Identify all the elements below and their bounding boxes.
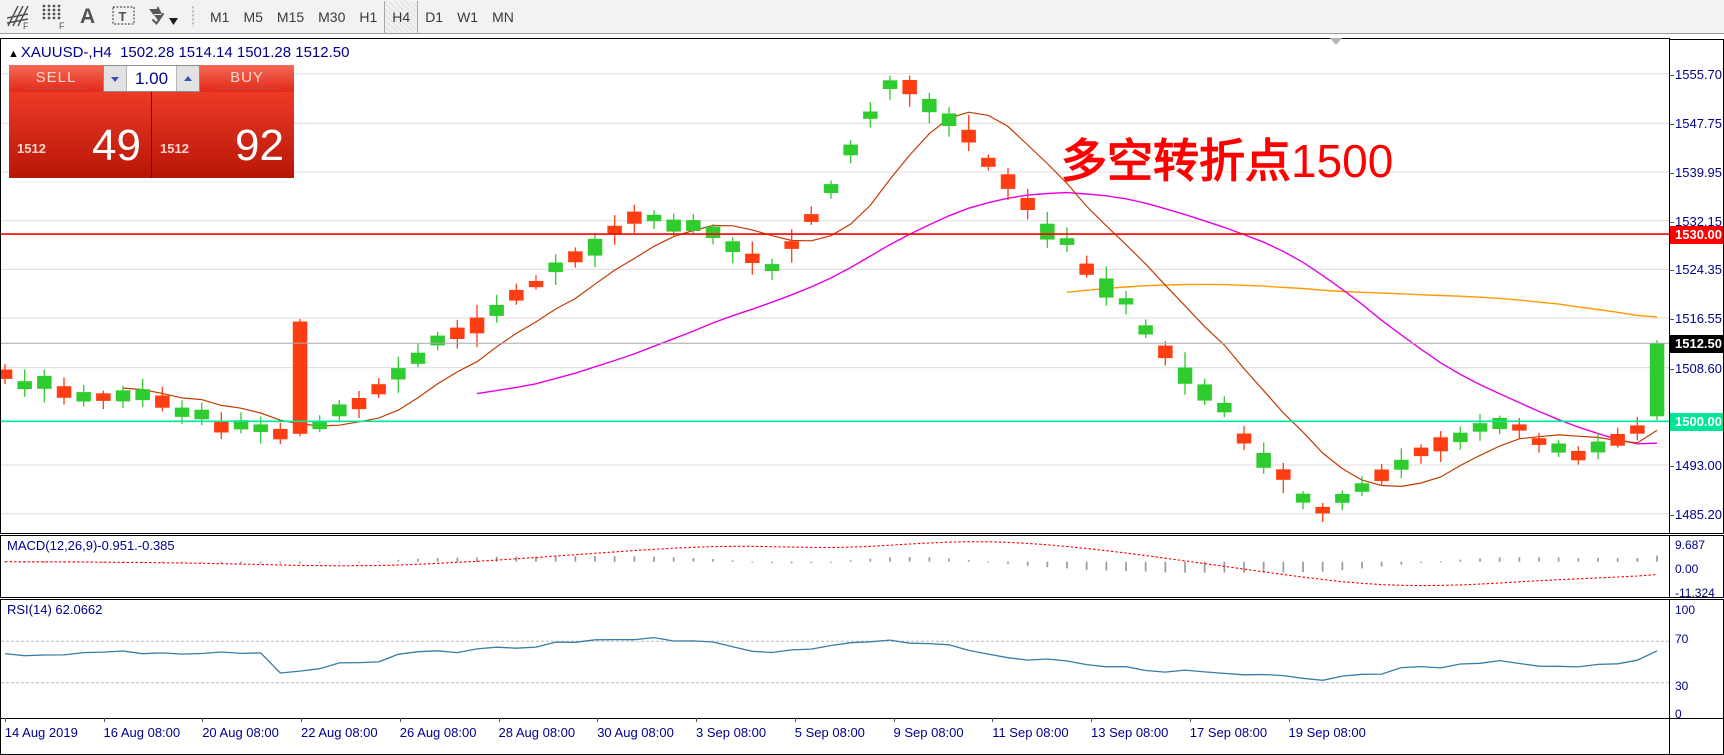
svg-text:F: F <box>23 21 29 30</box>
svg-text:F: F <box>59 21 65 30</box>
svg-text:T: T <box>119 9 127 24</box>
